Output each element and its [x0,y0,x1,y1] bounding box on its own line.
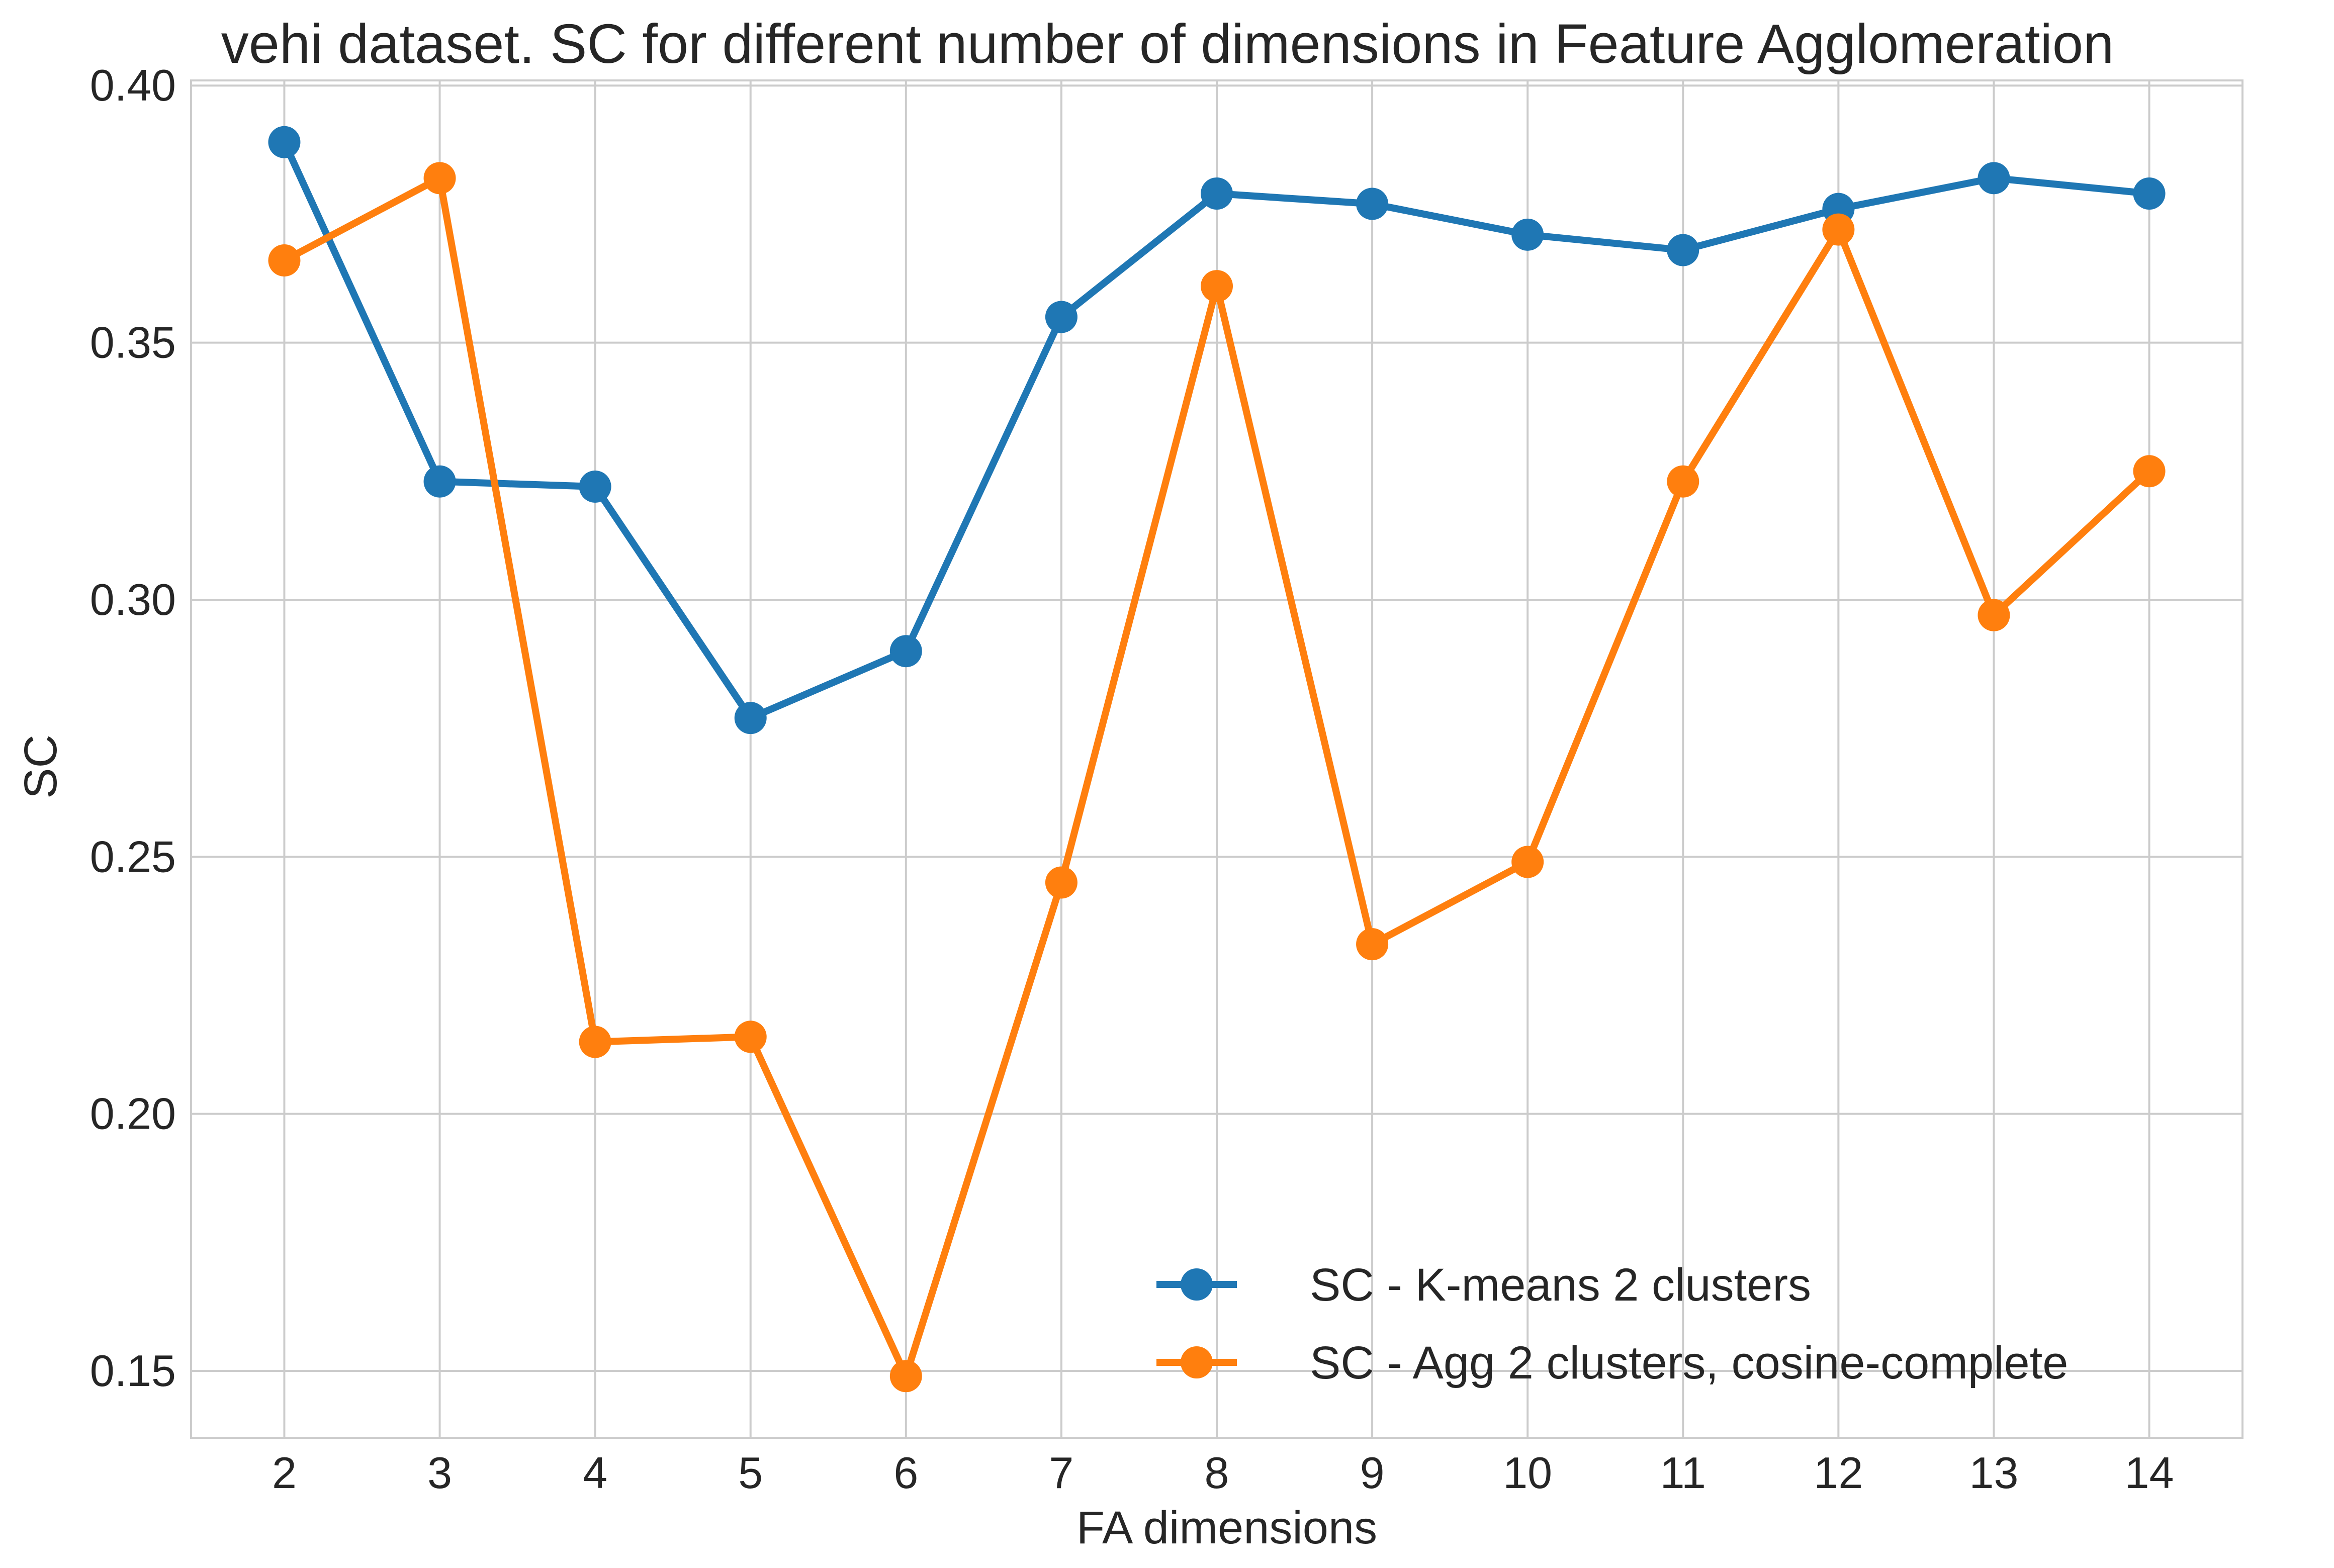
y-tick-label: 0.15 [90,1346,176,1396]
x-axis-label: FA dimensions [1076,1502,1377,1553]
data-point [1978,599,2010,631]
data-point [1822,213,1855,246]
data-point [423,465,456,498]
y-tick-label: 0.30 [90,575,176,624]
x-tick-label: 13 [1969,1448,2019,1498]
y-axis-ticks: 0.15 0.20 0.25 0.30 0.35 0.40 [90,60,176,1396]
data-point [1511,218,1544,251]
y-axis-label: SC [15,734,66,799]
y-tick-label: 0.20 [90,1089,176,1139]
data-point [2133,455,2166,488]
x-tick-label: 3 [427,1448,452,1498]
data-point [579,1026,611,1058]
data-point [1356,928,1389,961]
legend-label: SC - Agg 2 clusters, cosine-complete [1310,1337,2068,1389]
x-tick-label: 10 [1503,1448,1552,1498]
data-point [1356,188,1389,220]
data-point [579,470,611,503]
data-point [268,244,301,276]
chart-title: vehi dataset. SC for different number of… [221,13,2114,75]
data-point [423,162,456,195]
x-tick-label: 8 [1205,1448,1229,1498]
x-tick-label: 9 [1360,1448,1385,1498]
data-point [1045,866,1078,899]
data-point [1201,270,1233,303]
legend-label: SC - K-means 2 clusters [1310,1259,1811,1311]
x-axis-ticks: 2 3 4 5 6 7 8 9 10 11 12 13 14 [272,1448,2174,1498]
series-group [268,126,2166,1393]
x-tick-label: 4 [583,1448,607,1498]
data-point [268,126,301,158]
legend-marker [1181,1268,1213,1301]
x-tick-label: 6 [893,1448,918,1498]
data-point [1201,177,1233,210]
legend-item: SC - Agg 2 clusters, cosine-complete [1156,1337,2068,1389]
x-tick-label: 14 [2125,1448,2174,1498]
data-point [1978,162,2010,195]
series-2 [268,162,2166,1393]
data-point [1045,301,1078,333]
legend: SC - K-means 2 clusters SC - Agg 2 cluste… [1156,1259,2068,1389]
y-tick-label: 0.40 [90,60,176,110]
gridlines [191,80,2242,1438]
x-tick-label: 7 [1049,1448,1073,1498]
x-tick-label: 2 [272,1448,297,1498]
data-point [1667,465,1699,498]
data-point [1667,234,1699,266]
data-point [734,1021,767,1053]
data-point [889,635,922,668]
y-tick-label: 0.25 [90,832,176,881]
x-tick-label: 5 [738,1448,763,1498]
data-point [1511,846,1544,878]
x-tick-label: 12 [1814,1448,1863,1498]
data-point [2133,177,2166,210]
legend-item: SC - K-means 2 clusters [1156,1259,1811,1311]
x-tick-label: 11 [1660,1448,1706,1498]
legend-marker [1181,1346,1213,1378]
series-1 [268,126,2166,734]
plot-frame [190,79,2243,1439]
data-point [734,702,767,734]
y-tick-label: 0.35 [90,318,176,367]
data-point [889,1360,922,1393]
